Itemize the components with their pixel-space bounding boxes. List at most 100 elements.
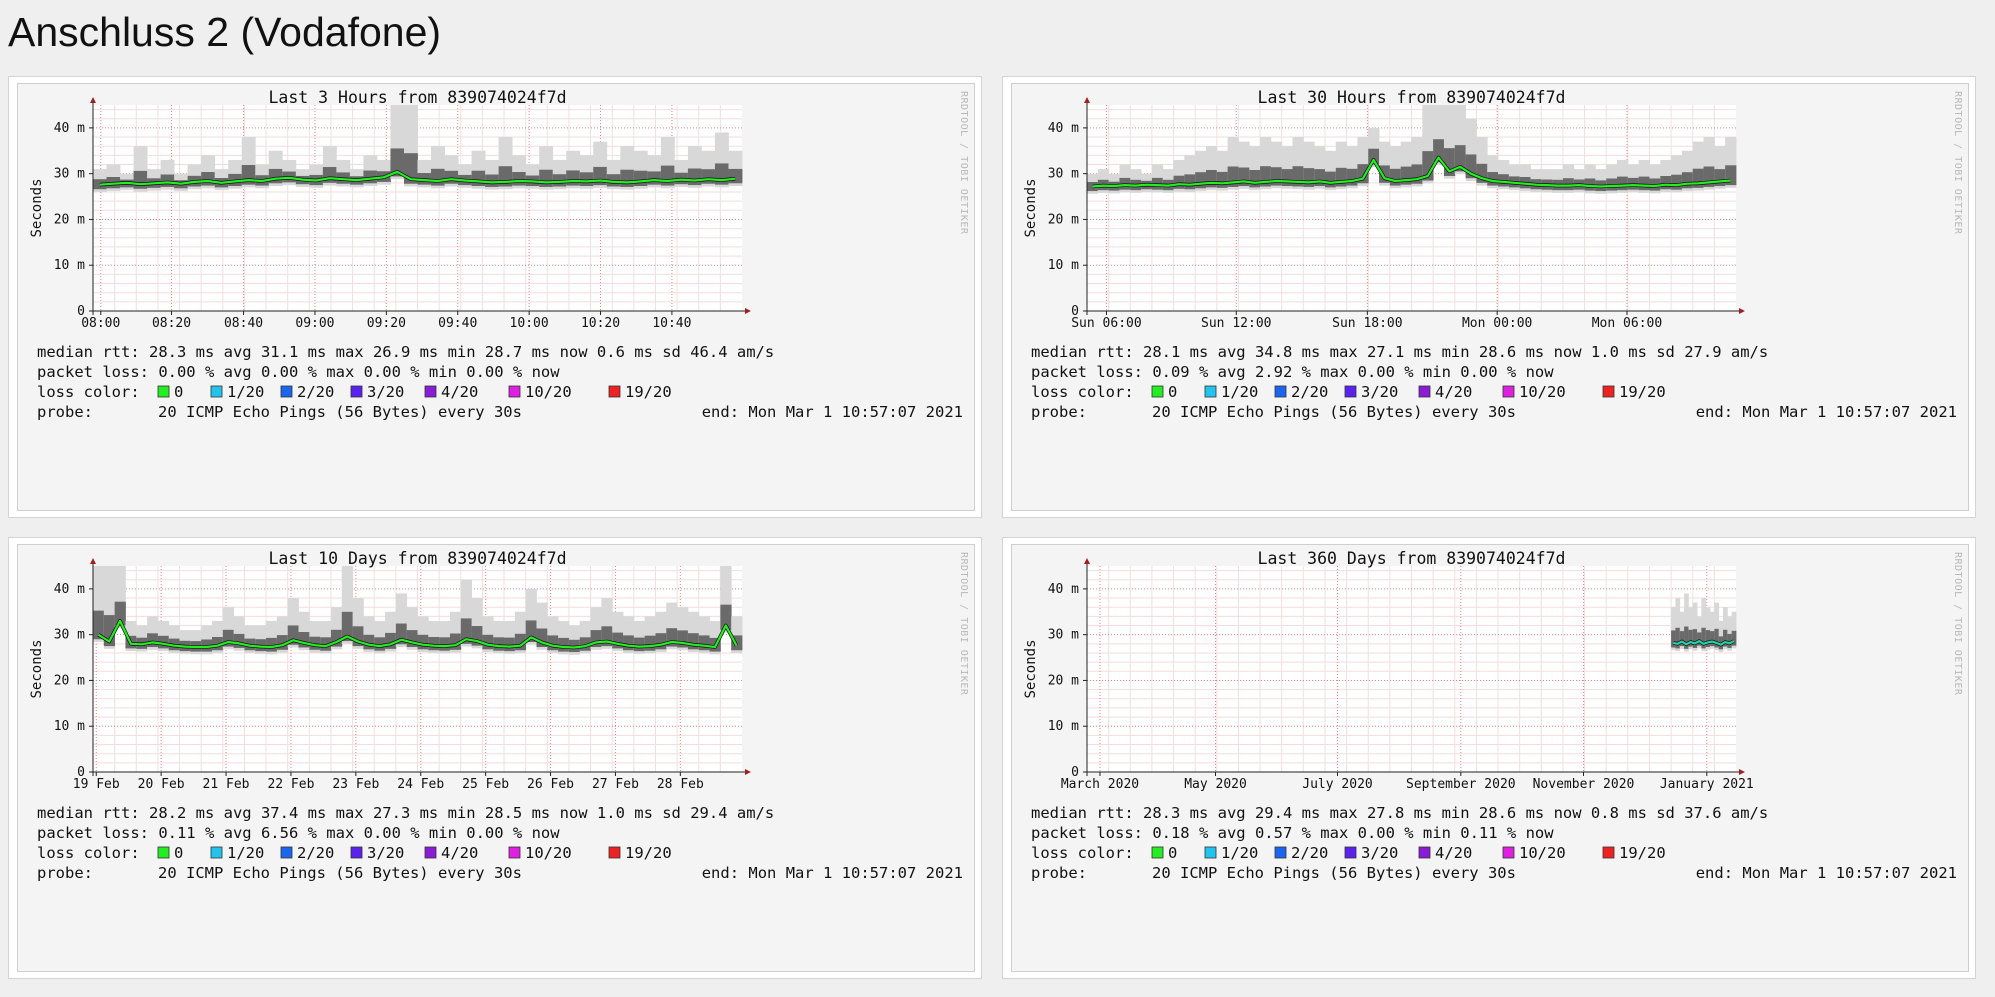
x-tick-label: 26 Feb	[527, 777, 574, 792]
loss-legend-label: 2/20	[1291, 844, 1328, 862]
smoke-core-bar	[701, 169, 716, 184]
smoke-max-bar	[1227, 137, 1239, 190]
loss-legend-label: 0	[1168, 844, 1177, 862]
smoke-core-bar	[1314, 169, 1326, 187]
loss-legend-label: 0	[1168, 383, 1177, 401]
y-axis-label: Seconds	[29, 178, 45, 237]
smoke-core-bar	[1688, 629, 1694, 647]
chart-card-30h[interactable]: 0 10 m 20 m 30 m 40 m Sun 06:00 Sun 12:00 Sun 1…	[1002, 76, 1976, 518]
smoke-max-bar	[687, 611, 700, 653]
smoke-core-bar	[612, 632, 624, 649]
y-axis-label: Seconds	[29, 639, 45, 698]
smoke-core-bar	[444, 170, 459, 184]
smoke-max-bar	[287, 598, 299, 648]
x-tick-label: Sun 18:00	[1332, 316, 1402, 331]
watermark: RRDTOOL / TOBI OETIKER	[1952, 552, 1963, 696]
loss-legend-swatch	[424, 385, 437, 398]
smoke-max-bar	[1335, 141, 1347, 190]
smoke-max-bar	[374, 620, 386, 654]
smoke-max-bar	[612, 611, 624, 652]
smoke-max-bar	[482, 616, 494, 653]
smoke-core-bar	[1260, 166, 1272, 187]
smoke-core-bar	[1292, 166, 1304, 187]
smoke-core-bar	[309, 636, 321, 650]
chart-360-days: 0 10 m 20 m 30 m 40 m March 2020 May 2020 July …	[1011, 544, 1969, 972]
x-tick-label: Mon 06:00	[1592, 316, 1662, 331]
smoke-max-bar	[677, 607, 689, 651]
y-tick-label: 0	[1071, 304, 1079, 319]
loss-legend-label: 0	[174, 844, 183, 862]
smoke-core-bar	[1487, 172, 1499, 186]
grid	[1087, 566, 1736, 772]
y-tick-label: 30 m	[54, 167, 85, 182]
smoke-max-bar	[320, 620, 332, 654]
loss-legend-label: 19/20	[1619, 844, 1666, 862]
smoke-max-bar	[385, 611, 397, 652]
chart-card-3h[interactable]: 0 10 m 20 m 30 m 40 m 08:00 08:20 08:40 09:00 09:…	[8, 76, 982, 518]
smoke-core-bar	[1195, 172, 1207, 189]
end-time: end: Mon Mar 1 10:57:07 2021	[702, 403, 963, 421]
smoke-max-bar	[1692, 141, 1704, 191]
y-tick-label: 10 m	[1048, 258, 1079, 273]
loss-legend-label: 4/20	[1435, 383, 1472, 401]
x-tick-label: 22 Feb	[267, 777, 314, 792]
smoke-core-bar	[1679, 631, 1685, 647]
loss-legend-swatch	[210, 846, 223, 859]
chart-card-10d[interactable]: 0 10 m 20 m 30 m 40 m 19 Feb 20 Feb 21 Feb 22 Fe…	[8, 537, 982, 979]
loss-legend-label: 2/20	[297, 383, 334, 401]
smoke-core-bar	[666, 628, 678, 647]
smoke-core-bar	[406, 630, 418, 648]
smoke-core-bar	[114, 601, 126, 626]
loss-legend-label: 10/20	[525, 844, 572, 862]
watermark: RRDTOOL / TOBI OETIKER	[958, 91, 969, 235]
smoke-core-bar	[1270, 167, 1283, 186]
smoke-core-bar	[471, 170, 486, 187]
smoke-max-bar	[1697, 616, 1702, 649]
loss-legend-swatch	[424, 846, 437, 859]
loss-legend-label: 2/20	[1291, 383, 1328, 401]
smoke-max-bar	[1324, 150, 1337, 191]
smoke-max-bar	[1443, 105, 1456, 179]
smoke-core-bar	[1227, 166, 1239, 187]
y-tick-label: 40 m	[54, 582, 85, 597]
smoke-max-bar	[1692, 602, 1698, 651]
smoke-max-bar	[147, 616, 159, 650]
y-axis-arrow	[1084, 558, 1090, 564]
loss-color-label: loss color:	[1031, 383, 1134, 401]
smoke-max-bar	[266, 620, 278, 655]
smoke-core-bar	[1379, 165, 1391, 183]
smoke-core-bar	[1714, 169, 1726, 187]
loss-legend-label: 10/20	[525, 383, 572, 401]
x-axis-arrow	[745, 308, 751, 314]
smoke-max-bar	[623, 616, 635, 653]
smoke-core-bar	[633, 637, 646, 652]
loss-legend-swatch	[508, 846, 521, 859]
y-tick-label: 10 m	[54, 258, 85, 273]
smoke-core-bar	[439, 637, 451, 651]
smoke-max-bar	[731, 616, 743, 653]
smoke-max-bar	[1681, 150, 1694, 192]
smoke-core-bar	[512, 172, 527, 186]
x-tick-label: Sun 06:00	[1071, 316, 1141, 331]
smoke-max-bar	[395, 593, 408, 648]
smoke-core-bar	[1714, 628, 1720, 648]
smoke-core-bar	[1249, 170, 1261, 188]
y-axis-label: Seconds	[1023, 178, 1039, 237]
chart-card-360d[interactable]: 0 10 m 20 m 30 m 40 m March 2020 May 2020 July …	[1002, 537, 1976, 979]
x-tick-label: 10:00	[510, 316, 549, 331]
smoke-max-bar	[666, 602, 678, 650]
end-time: end: Mon Mar 1 10:57:07 2021	[702, 864, 963, 882]
probe-text: 20 ICMP Echo Pings (56 Bytes) every 30s	[158, 403, 522, 421]
y-tick-label: 30 m	[54, 628, 85, 643]
stats-packet-loss: packet loss: 0.09 % avg 2.92 % max 0.00 …	[1031, 363, 1554, 381]
x-tick-label: March 2020	[1061, 777, 1139, 792]
smoke-max-bar	[1710, 611, 1715, 649]
loss-legend-swatch	[1274, 846, 1287, 859]
y-tick-label: 20 m	[54, 673, 85, 688]
x-axis-arrow	[1739, 769, 1745, 775]
smoke-max-bar	[1184, 155, 1196, 192]
x-axis-arrow	[745, 769, 751, 775]
y-axis-arrow	[90, 558, 96, 564]
smoke-max-bar	[1714, 146, 1726, 189]
smoke-max-bar	[1205, 146, 1218, 191]
